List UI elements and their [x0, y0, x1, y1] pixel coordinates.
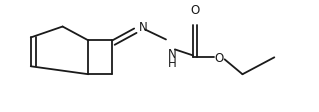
- Text: N: N: [168, 48, 177, 61]
- Text: H: H: [168, 57, 177, 70]
- Text: O: O: [190, 4, 199, 17]
- Text: O: O: [214, 52, 223, 65]
- Text: N: N: [139, 21, 148, 34]
